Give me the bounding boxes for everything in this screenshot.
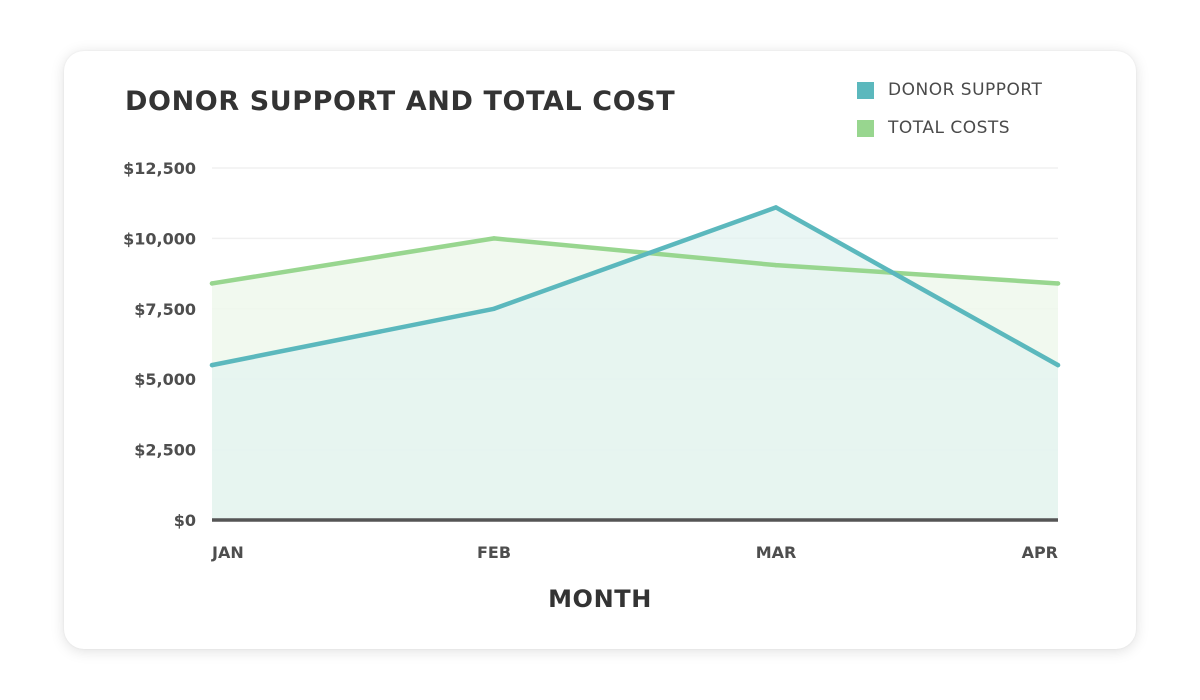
legend-label-total-costs: TOTAL COSTS xyxy=(888,118,1011,138)
y-tick-label: $10,000 xyxy=(123,229,196,248)
legend-label-donor-support: DONOR SUPPORT xyxy=(888,80,1043,100)
legend-item-total-costs: TOTAL COSTS xyxy=(857,116,1042,140)
y-tick-label: $5,000 xyxy=(134,370,196,389)
y-tick-label: $7,500 xyxy=(134,300,196,319)
x-tick-label: MAR xyxy=(756,543,797,562)
point-donor-support xyxy=(209,362,215,368)
area-donor-support xyxy=(212,207,1058,520)
legend-swatch-donor-support xyxy=(857,81,874,99)
point-donor-support xyxy=(491,306,497,311)
point-total-costs xyxy=(1055,281,1061,286)
chart-title: DONOR SUPPORT AND TOTAL COST xyxy=(125,86,676,117)
x-axis-title: MONTH xyxy=(548,585,652,613)
line-donor-support xyxy=(209,205,1061,368)
point-total-costs xyxy=(209,281,215,286)
y-tick-label: $12,500 xyxy=(123,159,196,178)
series-lines xyxy=(209,205,1061,368)
point-donor-support xyxy=(773,205,779,210)
line-total-costs xyxy=(209,236,1061,286)
legend-item-donor-support: DONOR SUPPORT xyxy=(857,78,1042,102)
y-tick-label: $2,500 xyxy=(134,441,196,460)
series-areas xyxy=(212,207,1058,520)
point-donor-support xyxy=(1055,362,1061,368)
x-tick-label: FEB xyxy=(477,543,511,562)
legend: DONOR SUPPORT TOTAL COSTS xyxy=(857,78,1042,154)
tick-labels: $0 $2,500 $5,000 $7,500 $10,000 $12,500 JAN FEB… xyxy=(123,159,1058,562)
x-tick-label: JAN xyxy=(211,543,244,562)
x-tick-label: APR xyxy=(1022,543,1058,562)
y-tick-label: $0 xyxy=(174,511,196,530)
point-total-costs xyxy=(773,262,779,268)
point-total-costs xyxy=(491,236,497,241)
legend-swatch-total-costs xyxy=(857,119,874,137)
